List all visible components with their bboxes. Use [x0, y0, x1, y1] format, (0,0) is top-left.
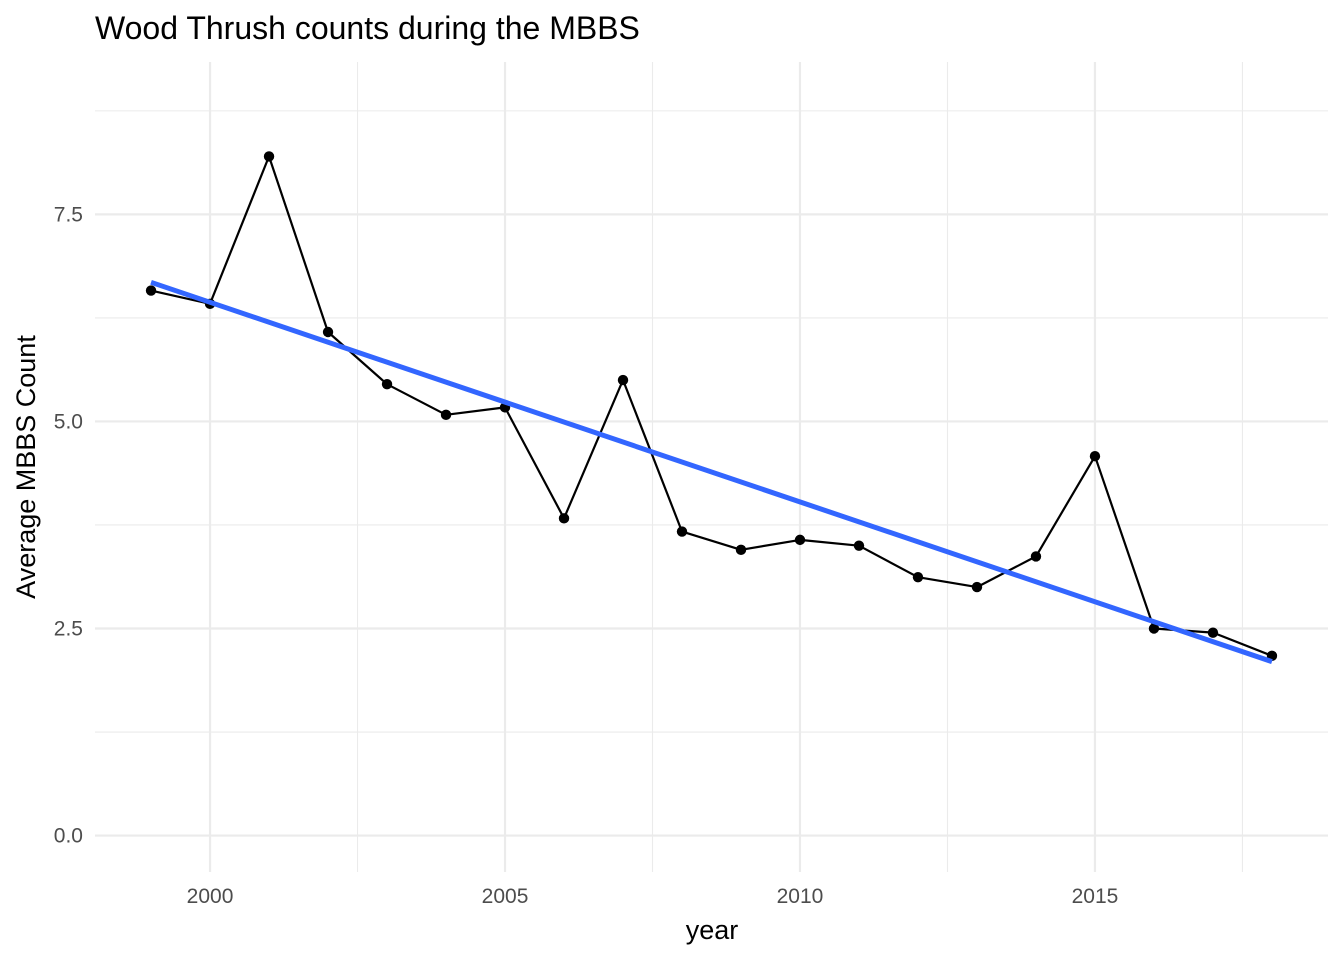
trend-line [150, 279, 1273, 664]
data-point [1089, 451, 1101, 462]
data-point [1030, 551, 1042, 562]
x-tick-label: 2010 [777, 885, 824, 908]
series-line [150, 155, 1273, 657]
y-tick-label: 2.5 [54, 618, 83, 641]
major-gridlines [95, 62, 1328, 872]
data-point [676, 526, 688, 537]
x-axis-tick-labels: 2000 2005 2010 2015 [187, 885, 1119, 908]
x-axis-title: year [686, 915, 739, 945]
data-point [971, 581, 983, 593]
data-point [322, 326, 334, 338]
x-tick-label: 2000 [187, 885, 234, 908]
trend-line-layer [150, 279, 1273, 664]
data-point [145, 285, 157, 296]
x-tick-label: 2015 [1072, 885, 1119, 908]
data-point [912, 571, 924, 583]
data-series-layer [150, 155, 1273, 657]
y-axis-tick-labels: 0.0 2.5 5.0 7.5 [54, 203, 83, 847]
y-axis-title: Average MBBS Count [11, 335, 41, 599]
y-tick-label: 7.5 [54, 203, 83, 226]
x-tick-label: 2005 [482, 885, 529, 908]
data-point [263, 151, 275, 162]
chart-title: Wood Thrush counts during the MBBS [95, 10, 640, 46]
data-point [617, 374, 629, 386]
minor-gridlines [95, 62, 1328, 872]
data-point [440, 409, 452, 421]
data-point [735, 544, 747, 556]
data-point [1207, 627, 1219, 638]
data-point [558, 513, 570, 524]
data-point [381, 378, 393, 390]
data-point [853, 540, 865, 551]
y-tick-label: 0.0 [54, 825, 83, 848]
data-points-layer [145, 151, 1278, 662]
data-point [1148, 623, 1160, 634]
data-point [794, 534, 806, 546]
y-tick-label: 5.0 [54, 410, 83, 433]
